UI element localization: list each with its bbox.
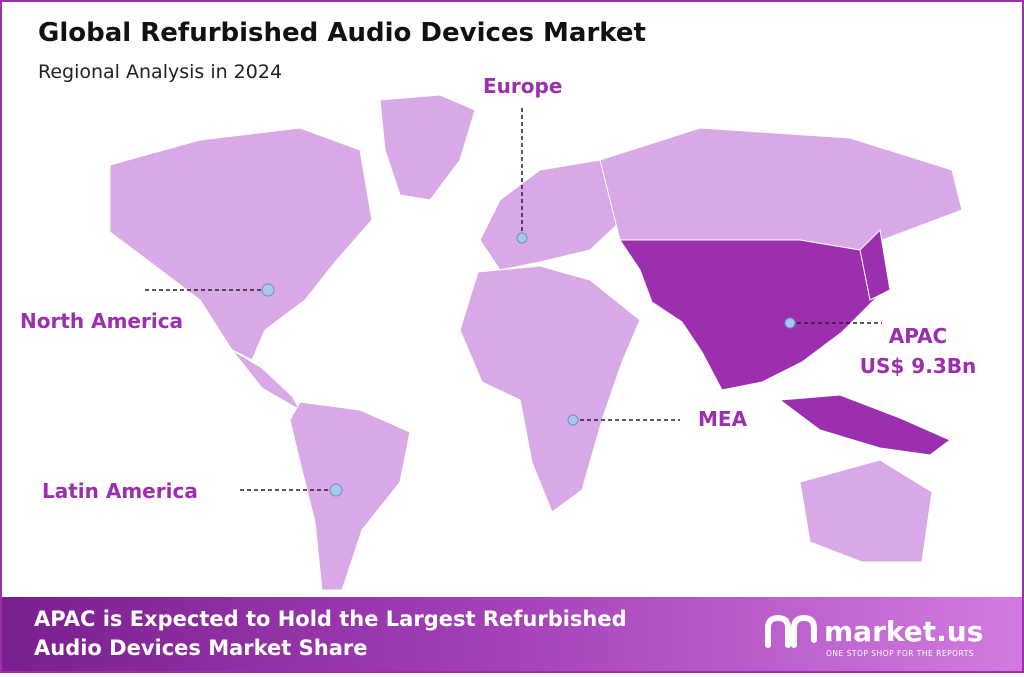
title: Global Refurbished Audio Devices Market [38, 18, 646, 48]
leader-lines [145, 108, 882, 491]
region-value: US$ 9.3Bn [860, 354, 976, 378]
brand-tagline: ONE STOP SHOP FOR THE REPORTS [826, 649, 974, 658]
marker [261, 283, 275, 297]
region-label: Latin America [42, 479, 198, 503]
subtitle: Regional Analysis in 2024 [38, 61, 282, 83]
footer-band [2, 597, 1022, 671]
world-map [109, 94, 963, 591]
apac-region [619, 228, 951, 456]
japan [859, 228, 891, 301]
region-label: Europe [483, 74, 562, 98]
africa [459, 265, 641, 513]
footer-text: Audio Devices Market Share [34, 636, 368, 660]
central-america [231, 349, 302, 412]
australia [799, 459, 933, 563]
region-label: North America [20, 309, 183, 333]
marker [784, 317, 796, 329]
north-america [109, 127, 373, 361]
logo-mark [765, 614, 817, 648]
brand-logo: market.us ONE STOP SHOP FOR THE REPORTS [765, 614, 983, 658]
marker [516, 232, 528, 244]
markers [261, 232, 796, 497]
south-america [289, 401, 411, 591]
marker [329, 483, 343, 497]
apac-islands [778, 394, 951, 456]
brand-name: market.us [824, 615, 983, 648]
marker [567, 414, 579, 426]
footer-text: APAC is Expected to Hold the Largest Ref… [34, 607, 627, 631]
greenland [379, 94, 476, 201]
region-label: MEA [698, 407, 748, 431]
region-label: APAC [889, 324, 947, 348]
